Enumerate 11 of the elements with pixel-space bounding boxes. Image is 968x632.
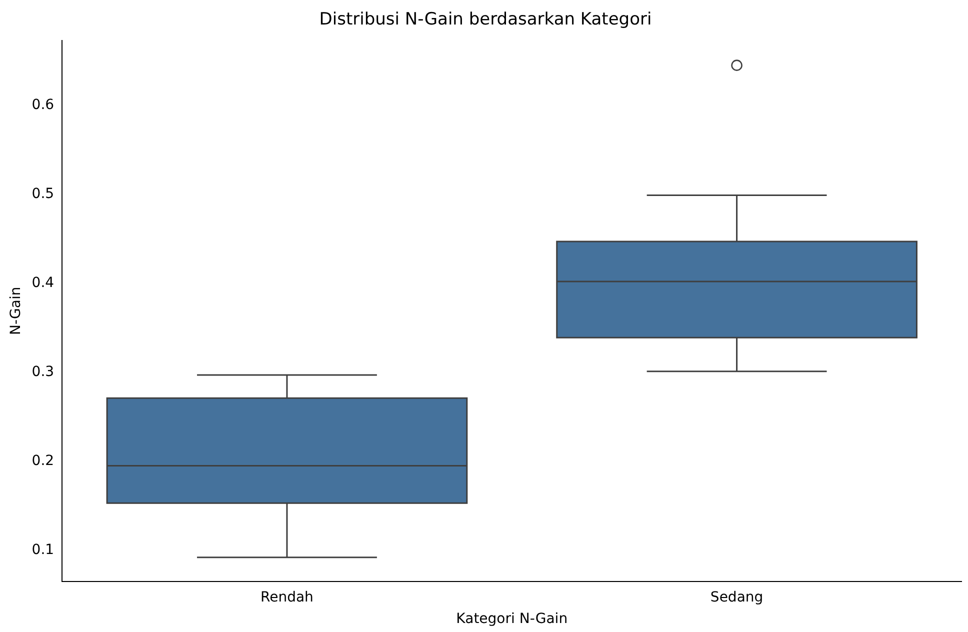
- chart-title: Distribusi N-Gain berdasarkan Kategori: [319, 10, 652, 30]
- x-tick-label: Rendah: [260, 589, 314, 606]
- y-tick-label: 0.1: [32, 542, 54, 558]
- y-tick-label: 0.5: [32, 186, 54, 202]
- x-axis-title: Kategori N-Gain: [456, 611, 568, 628]
- y-tick-label: 0.3: [32, 364, 54, 380]
- y-axis-title: N-Gain: [8, 286, 24, 336]
- x-tick-label: Sedang: [710, 589, 764, 606]
- y-tick-label: 0.4: [32, 274, 54, 291]
- y-tick-label: 0.6: [32, 96, 54, 113]
- y-tick-label: 0.2: [32, 452, 54, 469]
